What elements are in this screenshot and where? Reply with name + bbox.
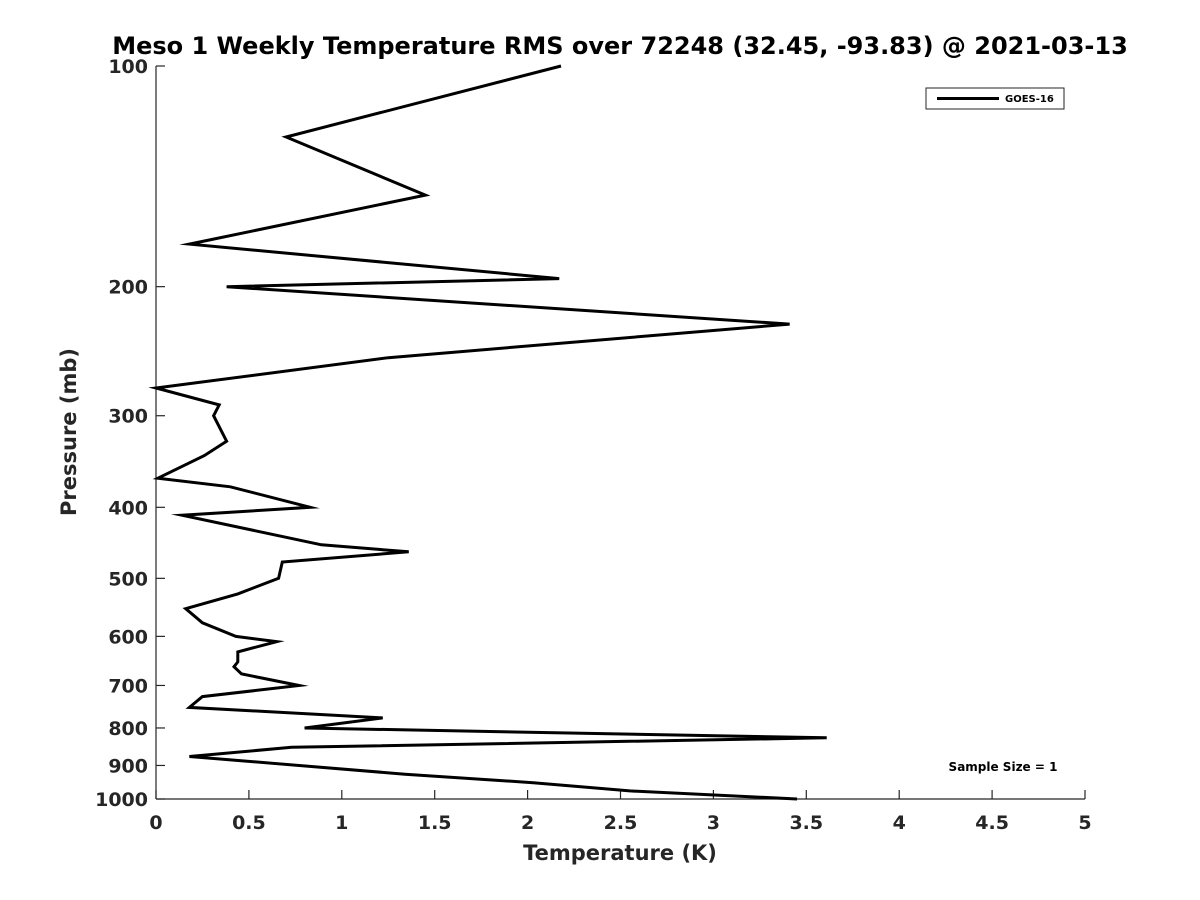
x-tick-label: 3.5 bbox=[789, 812, 823, 834]
y-tick-label: 100 bbox=[108, 56, 148, 78]
series-layer bbox=[148, 64, 827, 801]
x-tick-label: 2 bbox=[521, 812, 534, 834]
x-tick-label: 0 bbox=[149, 812, 162, 834]
x-tick-label: 1.5 bbox=[418, 812, 452, 834]
y-tick-label: 1000 bbox=[95, 789, 148, 811]
y-tick-label: 800 bbox=[108, 718, 148, 740]
legend-label-goes-16: GOES-16 bbox=[1005, 94, 1054, 105]
x-tick-label: 1 bbox=[335, 812, 348, 834]
y-ticks: 100 200 300 400 500 600 700 800 900 1000 bbox=[95, 56, 165, 811]
x-axis-label: Temperature (K) bbox=[523, 841, 717, 865]
x-tick-label: 2.5 bbox=[604, 812, 638, 834]
x-tick-label: 3 bbox=[707, 812, 720, 834]
y-tick-label: 200 bbox=[108, 277, 148, 299]
x-ticks: 0 0.5 1 1.5 2 2.5 3 3.5 4 4.5 5 bbox=[149, 790, 1092, 834]
y-axis-label: Pressure (mb) bbox=[57, 348, 81, 516]
y-tick-label: 600 bbox=[108, 626, 148, 648]
y-tick-label: 400 bbox=[108, 497, 148, 519]
y-tick-label: 300 bbox=[108, 406, 148, 428]
y-tick-label: 900 bbox=[108, 755, 148, 777]
y-tick-label: 700 bbox=[108, 675, 148, 697]
sample-size-annotation: Sample Size = 1 bbox=[949, 760, 1058, 774]
x-tick-label: 4.5 bbox=[975, 812, 1009, 834]
y-tick-label: 500 bbox=[108, 568, 148, 590]
x-tick-label: 4 bbox=[893, 812, 906, 834]
x-tick-label: 5 bbox=[1078, 812, 1091, 834]
x-tick-label: 0.5 bbox=[232, 812, 266, 834]
chart-title: Meso 1 Weekly Temperature RMS over 72248… bbox=[112, 32, 1128, 60]
legend: GOES-16 bbox=[925, 87, 1065, 110]
series-line-goes-16 bbox=[148, 64, 827, 801]
